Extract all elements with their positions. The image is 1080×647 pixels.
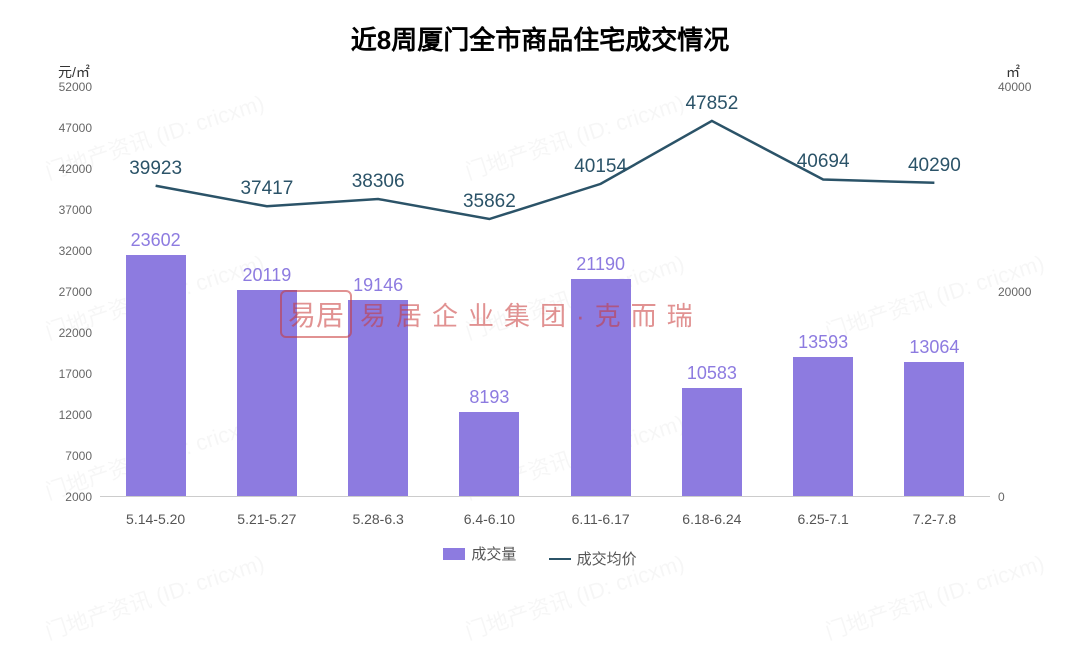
x-label: 6.4-6.10: [434, 511, 545, 527]
x-label: 6.11-6.17: [545, 511, 656, 527]
line-svg: [100, 87, 990, 496]
line-value-label: 35862: [463, 191, 516, 213]
x-label: 7.2-7.8: [879, 511, 990, 527]
line-value-label: 37417: [240, 178, 293, 200]
y-axis-left-label: 元/㎡: [58, 62, 90, 82]
plot-area: 元/㎡ ㎡ 2000700012000170002200027000320003…: [40, 67, 1040, 537]
line-value-label: 38306: [352, 171, 405, 193]
x-label: 6.18-6.24: [656, 511, 767, 527]
legend-item-bar: 成交量: [443, 543, 516, 564]
chart-title: 近8周厦门全市商品住宅成交情况: [40, 20, 1040, 57]
line-value-label: 40154: [574, 156, 627, 178]
line-value-label: 40694: [797, 151, 850, 173]
legend: 成交量 成交均价: [40, 543, 1040, 569]
line-value-label: 47852: [685, 93, 738, 115]
legend-swatch-line: [549, 558, 571, 560]
chart-inner: 236022011919146819321190105831359313064 …: [100, 87, 990, 497]
x-label: 5.21-5.27: [211, 511, 322, 527]
y-ticks-right: 02000040000: [990, 87, 1040, 497]
y-axis-right-label: ㎡: [1006, 62, 1020, 82]
line-value-label: 40290: [908, 155, 961, 177]
x-label: 6.25-7.1: [768, 511, 879, 527]
legend-item-line: 成交均价: [549, 548, 637, 569]
legend-label-line: 成交均价: [577, 548, 637, 569]
legend-swatch-bar: [443, 548, 465, 560]
y-ticks-left: 2000700012000170002200027000320003700042…: [40, 87, 100, 497]
line-value-label: 39923: [129, 158, 182, 180]
x-label: 5.28-6.3: [323, 511, 434, 527]
legend-label-bar: 成交量: [471, 543, 516, 564]
x-label: 5.14-5.20: [100, 511, 211, 527]
x-labels: 5.14-5.205.21-5.275.28-6.36.4-6.106.11-6…: [100, 511, 990, 527]
chart-container: 门地产资讯 (ID: cricxm) 门地产资讯 (ID: cricxm) 门地…: [0, 0, 1080, 608]
